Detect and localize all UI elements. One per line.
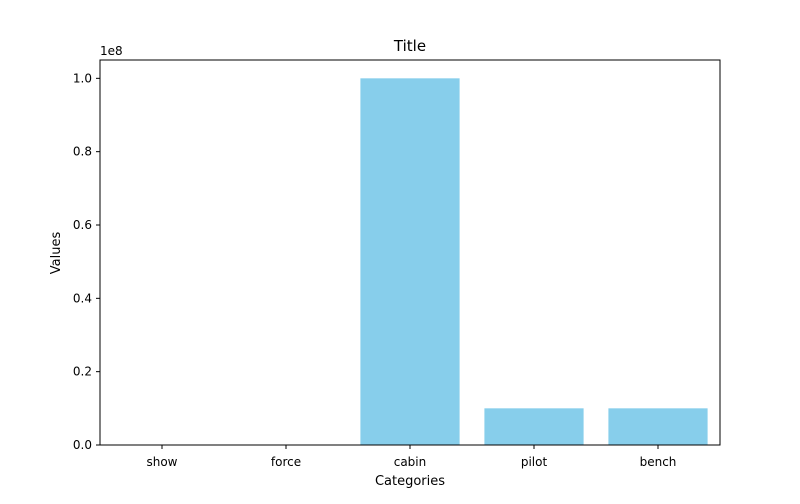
bar-cabin	[360, 78, 460, 445]
x-axis-label: Categories	[375, 474, 445, 489]
x-tick-label-bench: bench	[640, 455, 677, 469]
y-tick-label-1: 0.2	[73, 365, 92, 379]
chart-title: Title	[393, 37, 426, 55]
ticks-layer: show force cabin pilot bench 0.0 0.2 0.4 0.6 0.8 1…	[73, 71, 677, 469]
y-axis-offset-label: 1e8	[100, 44, 123, 58]
y-tick-label-4: 0.8	[73, 145, 92, 159]
bar-bench	[608, 408, 708, 445]
bars-layer	[360, 78, 708, 445]
y-tick-label-0: 0.0	[73, 438, 92, 452]
y-tick-label-2: 0.4	[73, 291, 92, 305]
bar-pilot	[484, 408, 584, 445]
y-axis-label: Values	[49, 232, 64, 275]
x-tick-label-force: force	[271, 455, 301, 469]
x-tick-label-cabin: cabin	[394, 455, 427, 469]
y-tick-label-3: 0.6	[73, 218, 92, 232]
y-tick-label-5: 1.0	[73, 71, 92, 85]
x-tick-label-show: show	[146, 455, 177, 469]
x-tick-label-pilot: pilot	[521, 455, 548, 469]
